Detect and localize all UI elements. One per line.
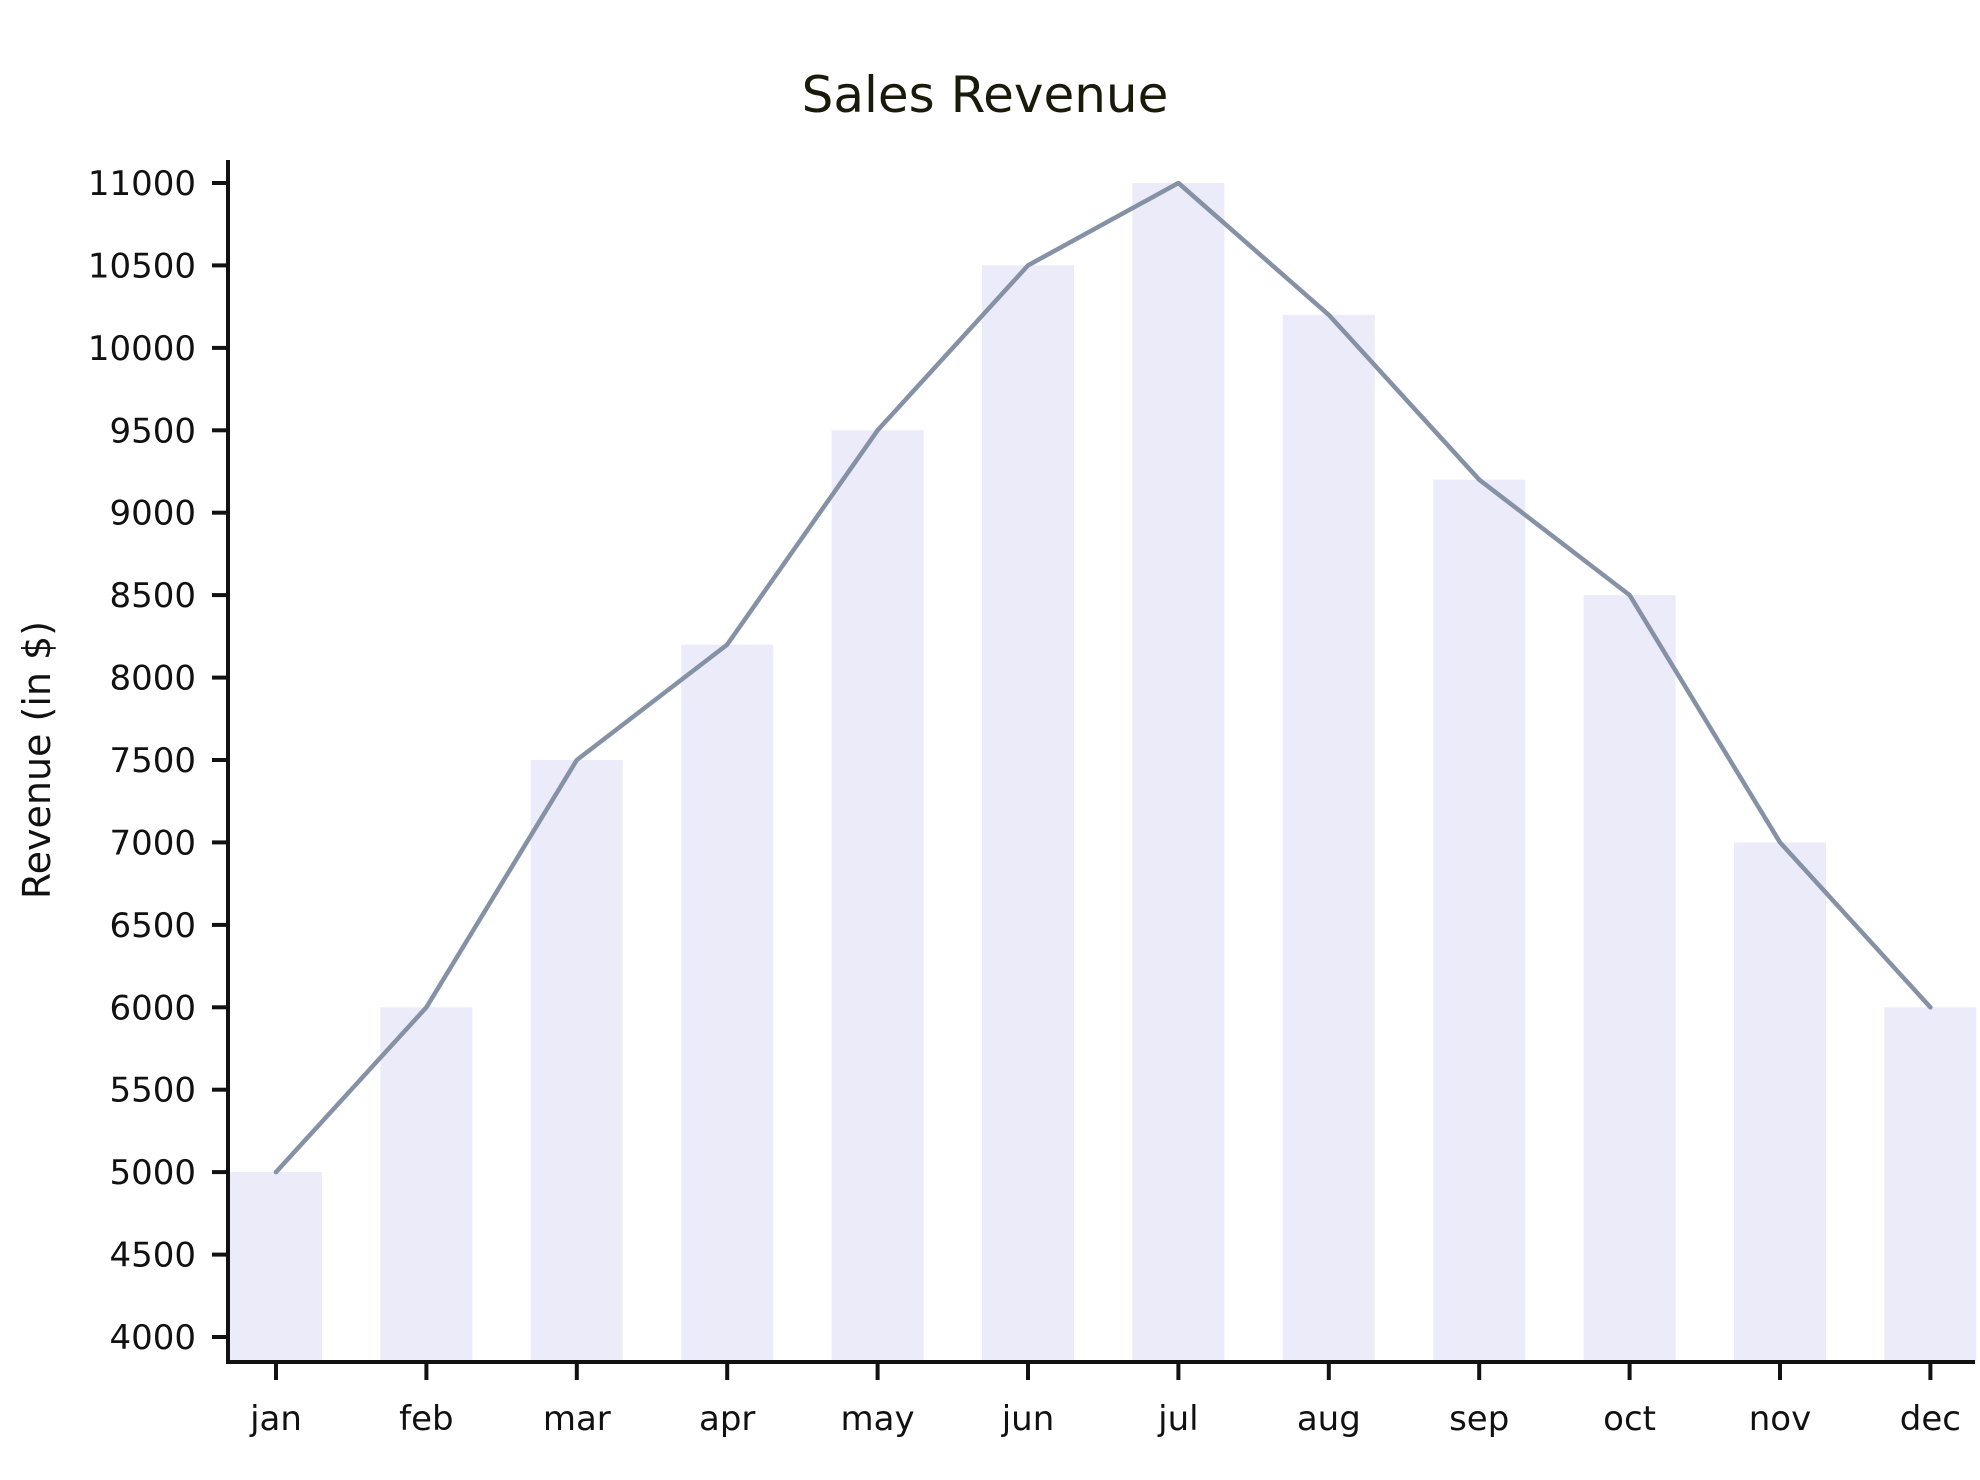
x-tick-label: jun	[1001, 1399, 1055, 1439]
axes-layer	[226, 160, 1975, 1364]
bar-oct	[1583, 595, 1676, 1362]
y-ticks-layer: 4000 4500 5000 5500 6000 6500 7000 7500 8000 8500…	[88, 164, 228, 1358]
y-tick-label: 6000	[109, 988, 196, 1028]
y-tick-label: 5500	[109, 1071, 196, 1111]
y-tick-label: 11000	[88, 164, 196, 204]
y-tick-label: 8000	[109, 659, 196, 699]
x-tick-label: nov	[1749, 1399, 1811, 1439]
x-tick-label: jul	[1157, 1399, 1198, 1439]
x-tick-label: dec	[1900, 1399, 1961, 1439]
bar-dec	[1884, 1007, 1977, 1362]
bar-mar	[530, 760, 623, 1362]
y-tick-label: 10000	[88, 329, 196, 369]
x-tick-label: feb	[399, 1399, 453, 1439]
y-tick-label: 7000	[109, 823, 196, 863]
x-ticks-layer: jan feb mar apr may jun jul aug sep oct nov dec	[249, 1362, 1961, 1439]
line-layer	[273, 180, 1933, 1175]
y-tick-label: 9500	[109, 411, 196, 451]
y-tick-label: 5000	[109, 1153, 196, 1193]
y-tick-label: 9000	[109, 494, 196, 534]
bar-nov	[1734, 842, 1826, 1362]
x-tick-label: mar	[543, 1399, 611, 1439]
revenue-line	[273, 180, 1933, 1175]
bar-apr	[681, 644, 774, 1362]
y-tick-label: 7500	[109, 741, 196, 781]
x-tick-label: jan	[249, 1399, 302, 1439]
y-tick-label: 4000	[109, 1318, 196, 1358]
x-tick-label: apr	[699, 1399, 755, 1439]
y-tick-label: 4500	[109, 1236, 196, 1276]
y-axis-label: Revenue (in $)	[15, 621, 59, 899]
y-tick-label: 6500	[109, 906, 196, 946]
chart-title: Sales Revenue	[802, 66, 1169, 124]
y-tick-label: 8500	[109, 576, 196, 616]
bar-sep	[1433, 479, 1526, 1362]
bar-feb	[380, 1007, 473, 1362]
x-tick-label: aug	[1297, 1399, 1361, 1439]
bars-layer	[230, 183, 1977, 1362]
bar-jan	[230, 1172, 322, 1362]
x-tick-label: may	[841, 1399, 915, 1439]
bar-may	[831, 430, 924, 1362]
x-tick-label: oct	[1603, 1399, 1656, 1439]
y-tick-label: 10500	[88, 246, 196, 286]
x-tick-label: sep	[1449, 1399, 1509, 1439]
bar-aug	[1282, 314, 1375, 1362]
bar-jul	[1132, 183, 1225, 1362]
bar-jun	[982, 265, 1074, 1362]
